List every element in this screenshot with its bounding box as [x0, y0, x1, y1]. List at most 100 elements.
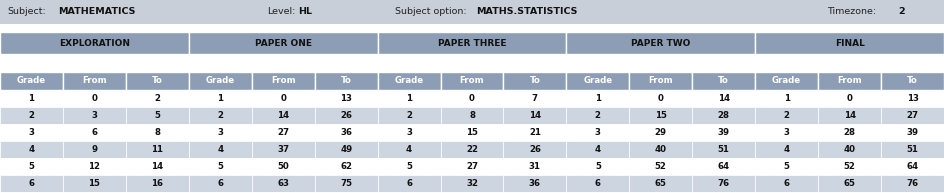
- Text: 36: 36: [340, 128, 352, 137]
- Bar: [63, 72, 126, 90]
- Bar: [630, 158, 692, 175]
- Text: Timezone:: Timezone:: [827, 8, 876, 16]
- Bar: [126, 175, 189, 192]
- Text: 52: 52: [655, 162, 666, 171]
- Text: 51: 51: [717, 145, 730, 154]
- Bar: [441, 107, 503, 124]
- Text: Grade: Grade: [17, 76, 46, 85]
- Bar: [692, 175, 755, 192]
- Bar: [503, 141, 566, 158]
- Text: 4: 4: [595, 145, 601, 154]
- Bar: [566, 192, 630, 193]
- Text: 29: 29: [655, 128, 666, 137]
- Bar: [189, 192, 252, 193]
- Bar: [818, 158, 881, 175]
- Text: EXPLORATION: EXPLORATION: [59, 38, 130, 47]
- Text: 62: 62: [340, 162, 352, 171]
- Text: 75: 75: [340, 179, 352, 188]
- Bar: [818, 124, 881, 141]
- Text: 8: 8: [154, 128, 160, 137]
- Text: To: To: [530, 76, 540, 85]
- Bar: [252, 107, 314, 124]
- Text: From: From: [460, 76, 484, 85]
- Text: 14: 14: [717, 94, 730, 103]
- Bar: [755, 90, 818, 107]
- Bar: [441, 124, 503, 141]
- Bar: [503, 158, 566, 175]
- Bar: [0, 32, 189, 54]
- Text: 1: 1: [406, 94, 413, 103]
- Bar: [630, 90, 692, 107]
- Text: From: From: [837, 76, 862, 85]
- Text: Subject option:: Subject option:: [395, 8, 466, 16]
- Text: 65: 65: [844, 179, 855, 188]
- Bar: [252, 141, 314, 158]
- Bar: [189, 141, 252, 158]
- Text: 21: 21: [529, 128, 541, 137]
- Text: 52: 52: [844, 162, 855, 171]
- Text: 5: 5: [28, 162, 34, 171]
- Text: 49: 49: [340, 145, 352, 154]
- Bar: [881, 90, 944, 107]
- Bar: [189, 124, 252, 141]
- Bar: [818, 107, 881, 124]
- Bar: [881, 124, 944, 141]
- Bar: [63, 158, 126, 175]
- Bar: [63, 141, 126, 158]
- Bar: [63, 192, 126, 193]
- Text: 3: 3: [92, 111, 97, 120]
- Text: 5: 5: [595, 162, 600, 171]
- Text: 63: 63: [278, 179, 289, 188]
- Text: 5: 5: [155, 111, 160, 120]
- Text: 3: 3: [28, 128, 35, 137]
- Text: 3: 3: [595, 128, 601, 137]
- Text: 1: 1: [28, 94, 35, 103]
- Text: 0: 0: [847, 94, 852, 103]
- Text: 32: 32: [466, 179, 478, 188]
- Text: 64: 64: [717, 162, 730, 171]
- Text: 27: 27: [278, 128, 289, 137]
- Text: PAPER ONE: PAPER ONE: [255, 38, 312, 47]
- Bar: [378, 107, 441, 124]
- Text: 6: 6: [595, 179, 601, 188]
- Bar: [630, 175, 692, 192]
- Bar: [503, 72, 566, 90]
- Text: 76: 76: [717, 179, 730, 188]
- Text: 12: 12: [89, 162, 100, 171]
- Bar: [818, 192, 881, 193]
- Text: 0: 0: [92, 94, 97, 103]
- Bar: [755, 124, 818, 141]
- Bar: [630, 192, 692, 193]
- Text: 13: 13: [906, 94, 919, 103]
- Bar: [818, 72, 881, 90]
- Text: 6: 6: [92, 128, 97, 137]
- Text: From: From: [649, 76, 673, 85]
- Text: Grade: Grade: [772, 76, 801, 85]
- Bar: [503, 90, 566, 107]
- Text: 28: 28: [844, 128, 855, 137]
- Bar: [314, 192, 378, 193]
- Bar: [755, 175, 818, 192]
- Bar: [189, 32, 378, 54]
- Bar: [0, 141, 63, 158]
- Bar: [441, 192, 503, 193]
- Bar: [566, 158, 630, 175]
- Text: 4: 4: [217, 145, 224, 154]
- Bar: [881, 141, 944, 158]
- Bar: [378, 72, 441, 90]
- Text: 14: 14: [151, 162, 163, 171]
- Text: 2: 2: [154, 94, 160, 103]
- Bar: [566, 32, 755, 54]
- Bar: [881, 175, 944, 192]
- Text: 2: 2: [784, 111, 790, 120]
- Text: 64: 64: [906, 162, 919, 171]
- Text: 1: 1: [595, 94, 601, 103]
- Text: PAPER THREE: PAPER THREE: [438, 38, 506, 47]
- Bar: [378, 141, 441, 158]
- Text: 51: 51: [906, 145, 919, 154]
- Text: To: To: [152, 76, 162, 85]
- Text: 5: 5: [217, 162, 223, 171]
- Bar: [566, 107, 630, 124]
- Bar: [314, 107, 378, 124]
- Bar: [252, 192, 314, 193]
